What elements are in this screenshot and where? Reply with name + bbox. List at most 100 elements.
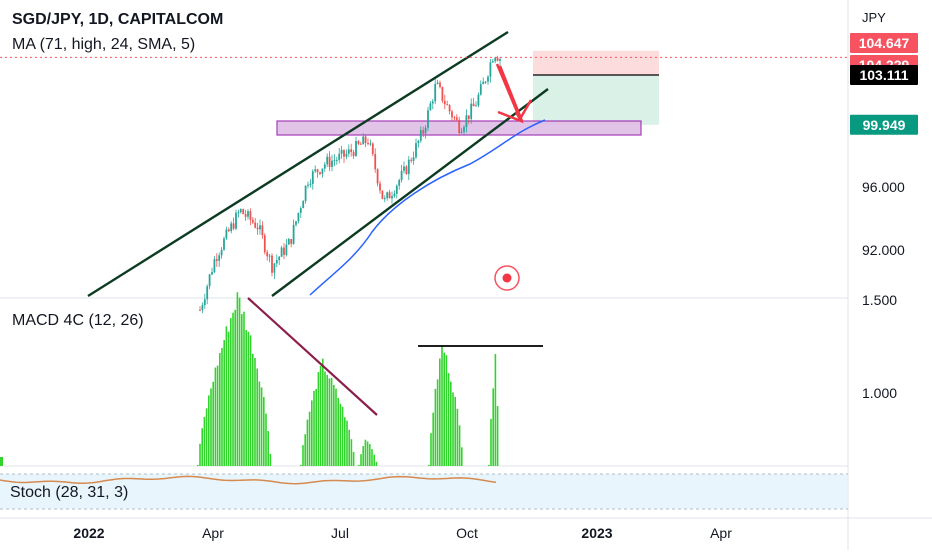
price-badge-bg xyxy=(850,33,918,53)
time-tick-label: 2022 xyxy=(73,525,104,541)
candle-body xyxy=(290,239,293,244)
candle-body xyxy=(460,131,463,133)
candle-body xyxy=(403,166,405,171)
macd-bar xyxy=(219,353,221,466)
macd-bar xyxy=(317,371,320,466)
candle xyxy=(280,245,283,257)
macd-bar xyxy=(223,340,225,466)
candle xyxy=(208,273,211,290)
macd-bar xyxy=(0,457,3,466)
macd-bar xyxy=(328,378,331,466)
macd-bar xyxy=(443,352,445,466)
candle xyxy=(352,149,355,159)
candle-body xyxy=(467,115,470,119)
macd-bar xyxy=(454,396,456,466)
macd-bar xyxy=(260,387,263,466)
candle xyxy=(242,208,245,215)
candle xyxy=(290,238,293,248)
candle xyxy=(316,168,319,178)
macd-bar xyxy=(335,388,337,466)
candle xyxy=(463,125,465,135)
candle-body xyxy=(319,172,321,174)
macd-bar xyxy=(333,384,335,466)
candle xyxy=(247,209,249,220)
macd-legend[interactable]: MACD 4C (12, 26) xyxy=(12,312,144,329)
macd-bar xyxy=(214,367,217,466)
candle-body xyxy=(448,105,451,112)
candle xyxy=(400,164,403,183)
candle-body xyxy=(357,141,360,144)
macd-bar xyxy=(243,311,245,466)
candle-body xyxy=(328,156,331,167)
candle xyxy=(489,59,492,83)
candle-body xyxy=(304,185,307,202)
candle-body xyxy=(479,84,482,95)
candle-body xyxy=(314,169,317,172)
macd-bar xyxy=(238,297,241,466)
candle xyxy=(460,127,463,134)
candle xyxy=(403,161,405,174)
candle xyxy=(215,253,218,267)
candle-body xyxy=(263,235,266,253)
drawings[interactable] xyxy=(87,30,549,298)
symbol-title[interactable]: SGD/JPY, 1D, CAPITALCOM xyxy=(12,11,224,28)
candle xyxy=(472,97,475,107)
candle-body xyxy=(388,192,391,199)
macd-bar xyxy=(348,429,350,466)
time-tick-label: Apr xyxy=(202,525,224,541)
price-badge-label: 103.111 xyxy=(859,67,908,83)
candle-body xyxy=(302,201,305,209)
projection-arrow-head xyxy=(497,110,524,124)
moving-average xyxy=(309,119,546,296)
candle-body xyxy=(499,59,501,61)
macd-bar xyxy=(252,353,254,466)
price-tick-label: 1.500 xyxy=(862,292,897,308)
candle xyxy=(225,226,228,240)
candle-body xyxy=(407,159,410,175)
stoch-line xyxy=(0,475,497,485)
macd-bar xyxy=(241,314,243,466)
candle-body xyxy=(393,193,396,197)
candle xyxy=(379,180,381,194)
macd-bar xyxy=(210,388,212,466)
candle xyxy=(266,249,269,261)
macd-bar xyxy=(249,335,252,466)
stoch-pane xyxy=(0,473,848,510)
candle xyxy=(374,148,377,173)
stoch-legend[interactable]: Stoch (28, 31, 3) xyxy=(10,484,129,501)
candle xyxy=(304,185,307,204)
macd-bar xyxy=(267,431,269,466)
candle-body xyxy=(398,180,401,186)
candle-body xyxy=(419,130,422,141)
candle xyxy=(410,157,413,163)
ma-legend[interactable]: MA (71, high, 24, SMA, 5) xyxy=(12,36,196,53)
candle xyxy=(206,284,209,305)
candle xyxy=(381,190,384,200)
candle-body xyxy=(331,160,333,167)
macd-bar xyxy=(216,365,219,466)
macd-bar xyxy=(488,465,490,466)
macd-bar xyxy=(447,373,450,466)
macd-bar xyxy=(364,439,367,466)
macd-bar xyxy=(339,403,342,466)
macd-bar xyxy=(330,377,333,466)
candle-body xyxy=(239,209,242,213)
candle xyxy=(491,58,494,63)
price-badge-label: 104.647 xyxy=(859,35,910,51)
price-badge: 103.111 xyxy=(850,65,918,86)
candle xyxy=(482,77,485,85)
candle-body xyxy=(199,309,201,311)
macd-bar xyxy=(197,465,199,466)
candle xyxy=(453,115,456,122)
macd-bar xyxy=(337,397,339,466)
macd-bar xyxy=(269,453,272,466)
candle-body xyxy=(232,223,235,229)
macd-bar xyxy=(304,434,306,466)
candle xyxy=(359,141,362,145)
candle xyxy=(223,236,225,251)
candle-body xyxy=(453,117,456,119)
macd-bar xyxy=(352,452,355,466)
candle-body xyxy=(251,219,254,223)
candle-body xyxy=(211,272,213,275)
